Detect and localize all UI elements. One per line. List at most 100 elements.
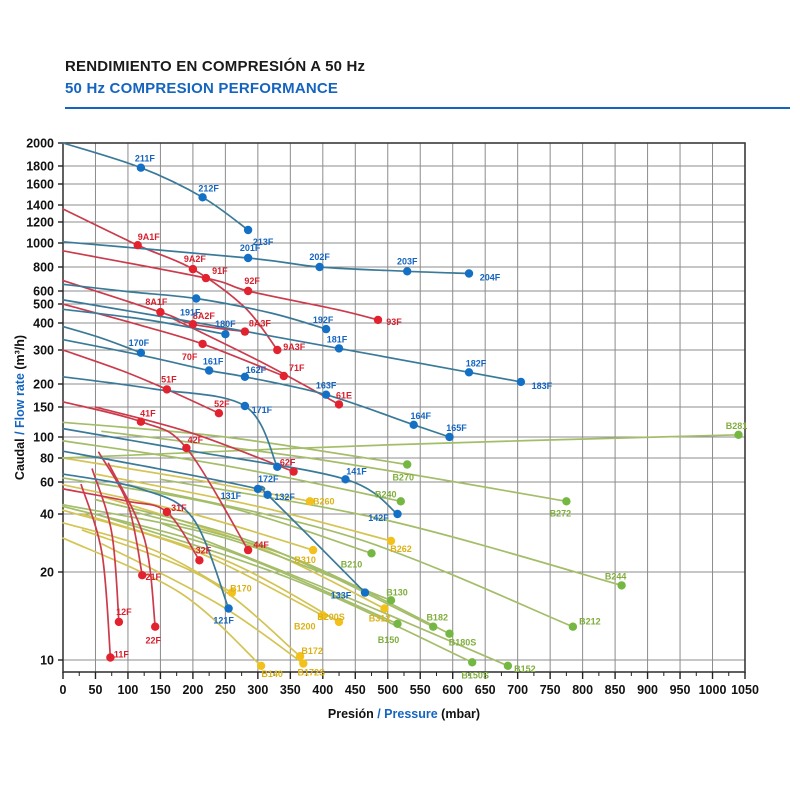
- curve-B200S: [81, 513, 340, 623]
- curve-91F/92F/93F: [62, 249, 379, 321]
- curve-label-131F: 131F: [221, 491, 242, 501]
- curve-label-B150: B150: [378, 635, 400, 645]
- marker-31F: [162, 507, 172, 517]
- curve-label-9A1F: 9A1F: [138, 232, 161, 242]
- title-underline: [65, 107, 790, 109]
- y-tick-label: 10: [40, 654, 54, 668]
- y-tick-label: 600: [33, 285, 54, 299]
- marker-161F: [204, 366, 214, 375]
- marker-42F: [182, 443, 191, 453]
- marker-164F: [409, 420, 418, 429]
- x-tick-label: 850: [605, 683, 626, 697]
- curve-B182: [94, 498, 435, 628]
- curve-12F: [91, 468, 120, 623]
- marker-B150S: [468, 658, 477, 667]
- curve-label-183F: 183F: [532, 381, 553, 391]
- curve-121F: [62, 473, 230, 610]
- x-tick-label: 400: [312, 683, 333, 697]
- curve-B210: [62, 477, 373, 555]
- curve-B272: [101, 430, 568, 503]
- curve-label-B150S: B150S: [461, 670, 489, 680]
- curve-label-165F: 165F: [446, 423, 467, 433]
- curve-label-B244: B244: [605, 571, 627, 581]
- marker-182F: [464, 368, 474, 377]
- marker-163F: [321, 390, 331, 399]
- curve-label-62F: 62F: [280, 458, 296, 468]
- x-tick-label: 950: [670, 683, 691, 697]
- marker-211F: [136, 163, 146, 172]
- curve-label-141F: 141F: [346, 466, 367, 476]
- y-tick-label: 1000: [26, 237, 54, 251]
- marker-132F: [263, 490, 272, 499]
- marker-70F: [198, 339, 207, 349]
- y-tick-label: 800: [33, 261, 54, 275]
- curve-label-8A3F: 8A3F: [249, 319, 272, 329]
- marker-141F: [341, 475, 350, 484]
- curve-B180S: [127, 509, 451, 635]
- curve-label-21F: 21F: [145, 572, 161, 582]
- y-tick-label: 1200: [26, 216, 54, 230]
- y-tick-label: 400: [33, 317, 54, 331]
- curve-B270: [62, 421, 409, 466]
- curve-label-71F: 71F: [289, 363, 305, 373]
- y-tick-label: 2000: [26, 137, 54, 151]
- curve-label-B272: B272: [550, 508, 572, 518]
- curve-label-9A3F: 9A3F: [283, 342, 306, 352]
- marker-22F: [151, 622, 160, 631]
- y-tick-label: 300: [33, 344, 54, 358]
- curve-label-B312: B312: [369, 614, 391, 624]
- curve-label-B140: B140: [261, 669, 283, 679]
- marker-93F: [373, 315, 383, 325]
- marker-B240: [396, 497, 405, 506]
- marker-71F: [279, 371, 288, 381]
- marker-8A2F: [188, 320, 198, 329]
- marker-B180S: [445, 629, 454, 638]
- curve-B170: [62, 521, 233, 594]
- curve-label-191F: 191F: [180, 308, 201, 318]
- curve-label-B212: B212: [579, 617, 601, 627]
- marker-B200S: [334, 617, 344, 627]
- marker-21F: [138, 571, 147, 580]
- curve-label-B182: B182: [426, 613, 448, 623]
- marker-202F: [315, 262, 324, 272]
- curve-41F/42F/44F: [62, 401, 249, 551]
- curve-label-212F: 212F: [198, 183, 219, 193]
- marker-131F: [253, 484, 263, 494]
- curve-8A1F/8A2F/8A3F: [62, 279, 246, 333]
- curve-label-52F: 52F: [214, 399, 230, 409]
- marker-41F: [136, 417, 146, 426]
- curve-label-163F: 163F: [316, 381, 337, 391]
- x-tick-label: 300: [247, 683, 268, 697]
- curve-label-211F: 211F: [135, 154, 156, 164]
- x-tick-label: 550: [410, 683, 431, 697]
- curve-label-42F: 42F: [188, 435, 204, 445]
- marker-B170: [227, 588, 237, 597]
- curve-label-93F: 93F: [386, 317, 402, 327]
- marker-92F: [243, 286, 253, 296]
- marker-62F: [289, 467, 298, 476]
- marker-44F: [243, 545, 253, 555]
- x-tick-label: 150: [150, 683, 171, 697]
- curve-label-133F: 133F: [331, 591, 352, 601]
- curve-label-181F: 181F: [327, 334, 348, 344]
- x-tick-label: 500: [377, 683, 398, 697]
- y-tick-label: 1600: [26, 178, 54, 192]
- curve-label-8A2F: 8A2F: [193, 311, 216, 321]
- marker-B200: [318, 611, 327, 620]
- marker-191F: [192, 294, 201, 303]
- marker-9A3F: [273, 345, 282, 355]
- y-tick-label: 40: [40, 508, 54, 522]
- curve-label-B170: B170: [230, 584, 252, 594]
- y-tick-label: 20: [40, 566, 54, 580]
- marker-180F: [221, 330, 230, 339]
- curve-markers: [106, 163, 743, 670]
- y-tick-label: 200: [33, 378, 54, 392]
- x-tick-label: 1000: [699, 683, 727, 697]
- marker-B172S: [299, 659, 308, 668]
- curve-label-B172: B172: [301, 646, 323, 656]
- marker-B150: [393, 619, 402, 628]
- marker-212F: [198, 193, 207, 202]
- marker-B172: [295, 652, 305, 661]
- x-tick-label: 800: [572, 683, 593, 697]
